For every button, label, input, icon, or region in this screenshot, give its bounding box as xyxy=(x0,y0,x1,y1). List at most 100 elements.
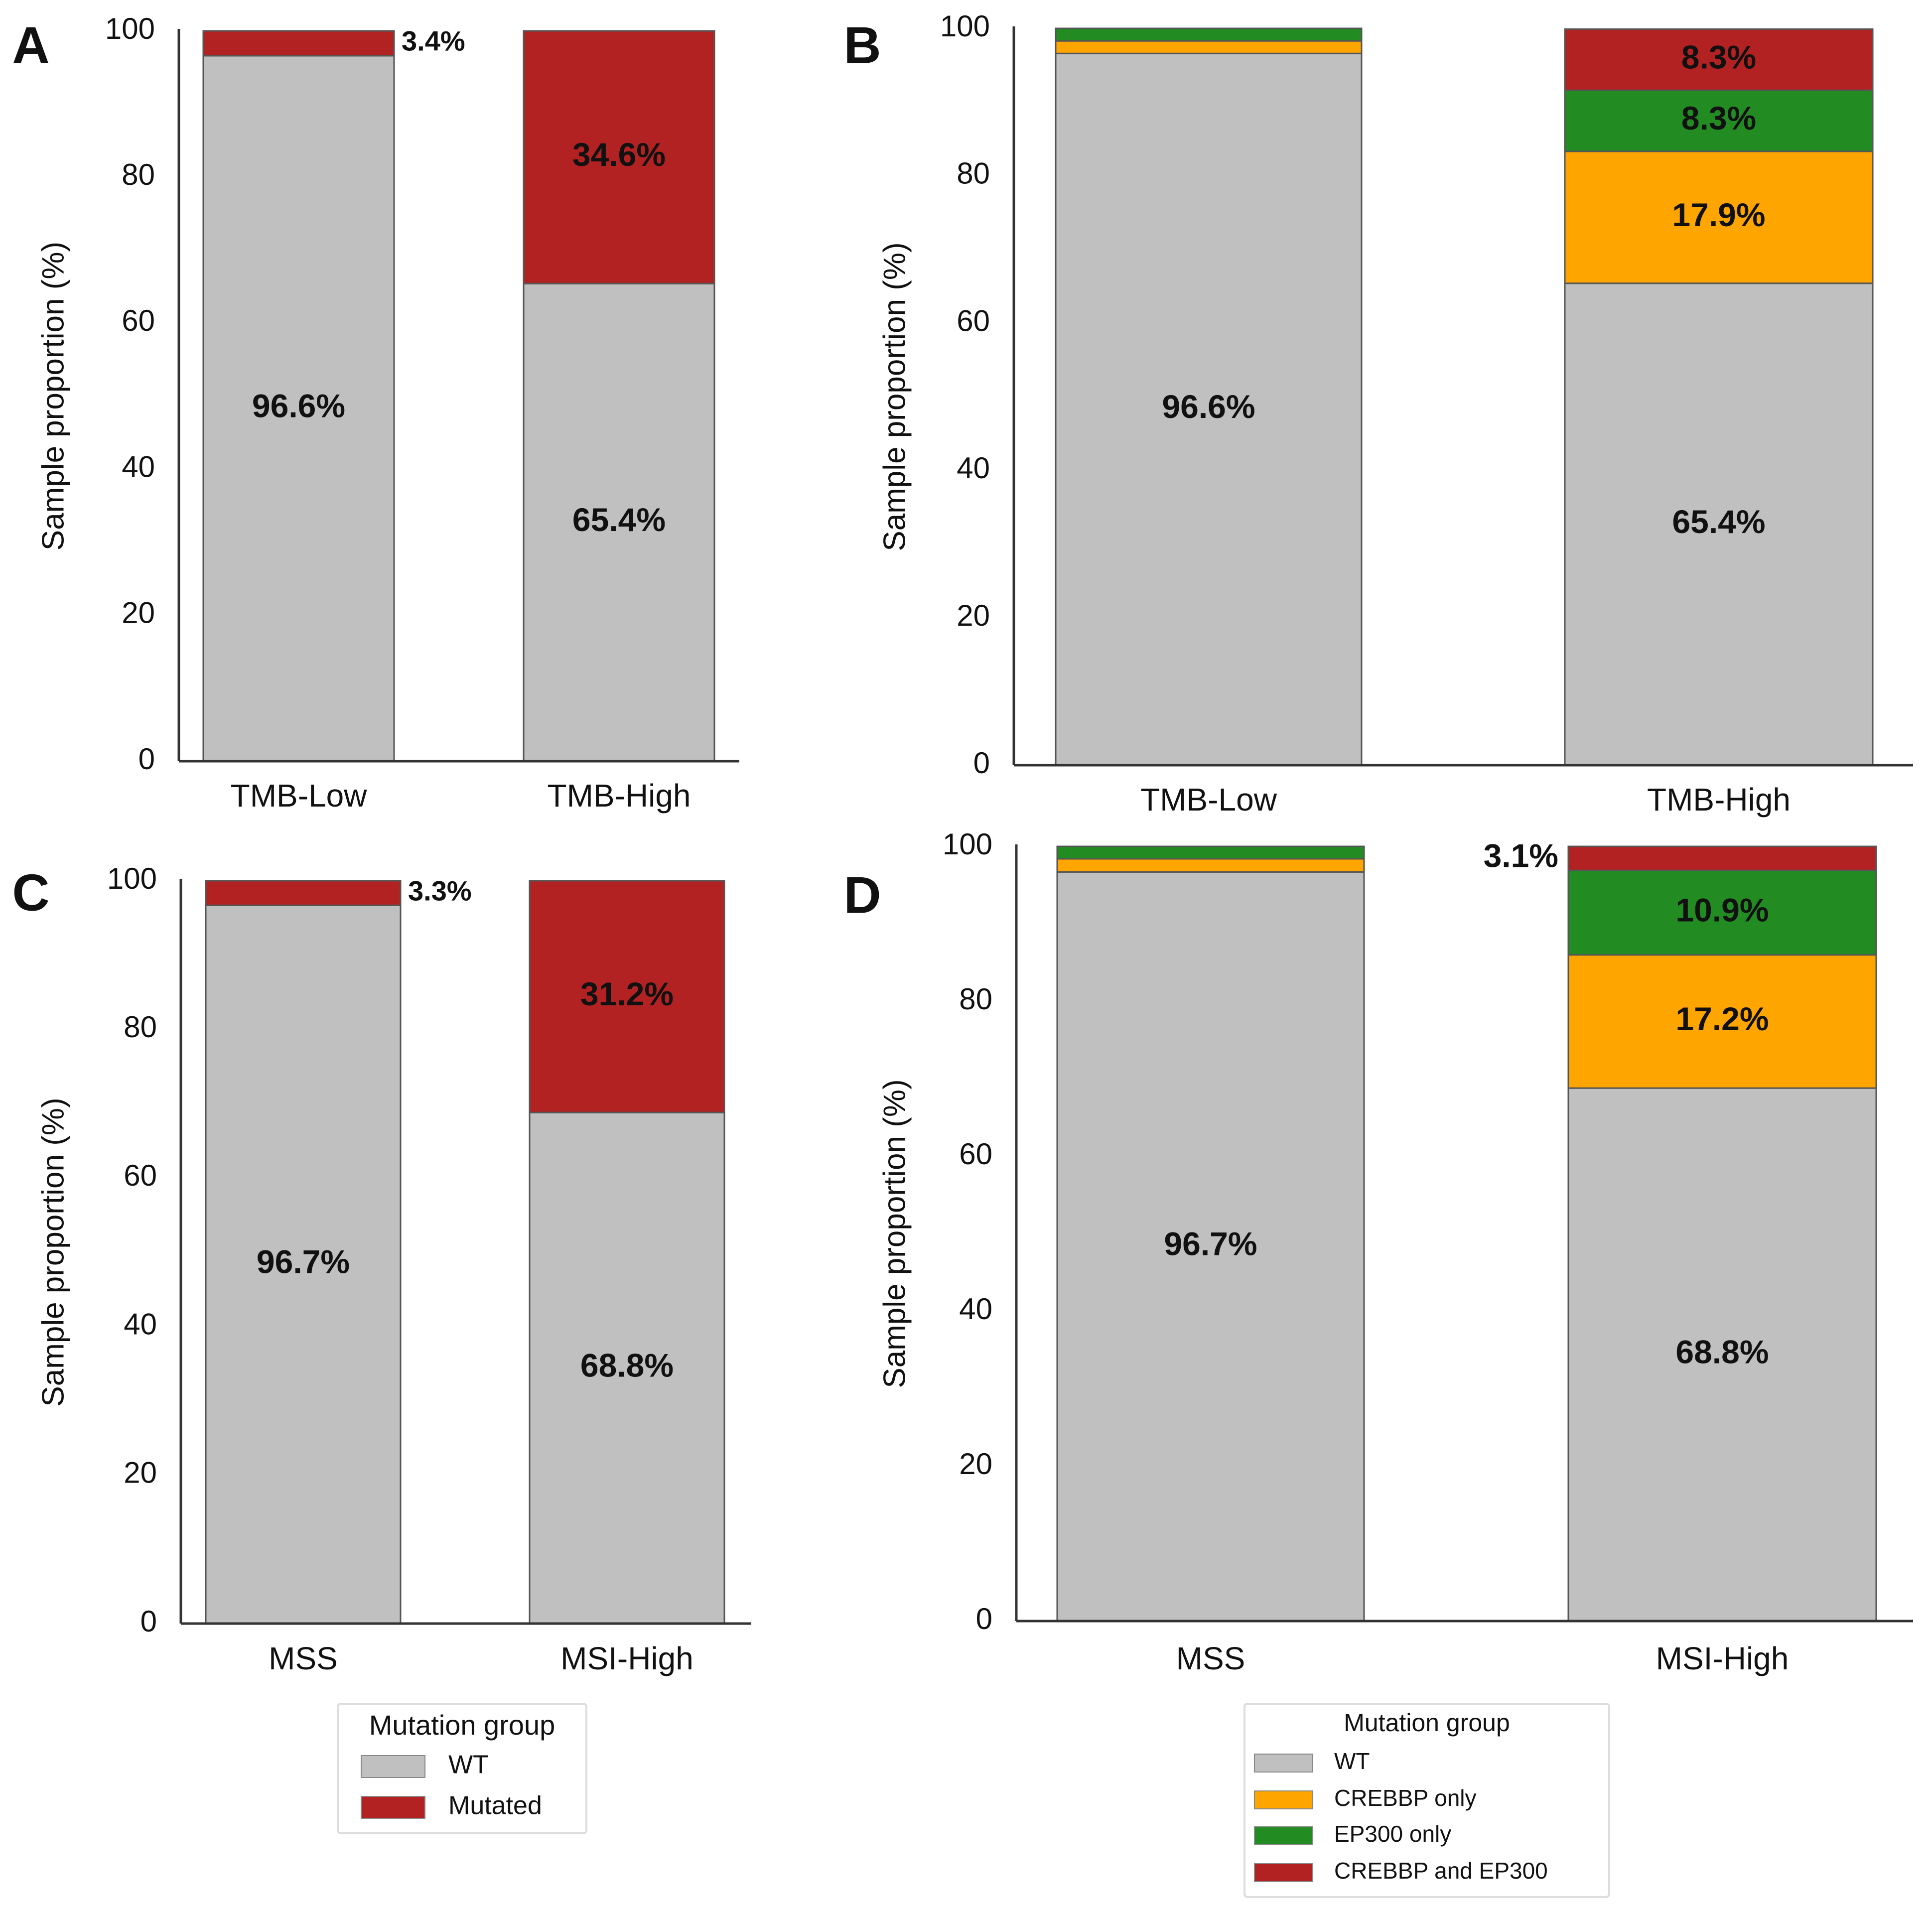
x-tick-label: MSS xyxy=(269,1640,338,1676)
value-label: 17.9% xyxy=(1672,196,1765,233)
value-label: 8.3% xyxy=(1681,38,1756,75)
y-tick-label: 80 xyxy=(957,157,990,190)
bar-segment xyxy=(1564,150,1874,284)
y-tick-label: 40 xyxy=(122,450,155,483)
panel-letter: A xyxy=(12,16,49,74)
x-tick-label: MSI-High xyxy=(1656,1640,1789,1676)
legend-label: CREBBP only xyxy=(1334,1785,1477,1811)
x-tick-label: TMB-Low xyxy=(231,778,368,814)
legend-swatch xyxy=(361,1755,425,1778)
value-label: 34.6% xyxy=(572,136,666,173)
x-tick-label: TMB-High xyxy=(547,778,690,814)
legend-swatch xyxy=(1254,1790,1313,1809)
value-label: 3.3% xyxy=(408,875,472,906)
value-label: 10.9% xyxy=(1675,891,1769,928)
bar-segment xyxy=(1056,845,1365,860)
bar-segment xyxy=(1564,28,1874,91)
y-tick-label: 60 xyxy=(124,1159,157,1192)
legend-label: WT xyxy=(448,1751,489,1779)
bar-segment xyxy=(1564,89,1874,152)
y-tick-label: 0 xyxy=(138,742,155,776)
value-label: 65.4% xyxy=(572,501,666,538)
y-tick-label: 80 xyxy=(959,982,992,1016)
legend-title: Mutation group xyxy=(369,1709,555,1741)
bar-segment xyxy=(1055,40,1363,54)
y-axis-title: Sample proportion (%) xyxy=(877,242,912,551)
value-label: 31.2% xyxy=(580,975,674,1012)
y-tick-label: 0 xyxy=(976,1602,992,1636)
x-tick-label: TMB-Low xyxy=(1140,782,1277,818)
value-label: 68.8% xyxy=(1675,1334,1769,1370)
bar-segment xyxy=(1564,282,1874,766)
bar-segment xyxy=(523,30,715,284)
bar-segment xyxy=(202,55,395,762)
bar-segment xyxy=(1567,1087,1877,1622)
y-axis-title: Sample proportion (%) xyxy=(877,1079,912,1388)
legend-label: Mutated xyxy=(448,1791,542,1820)
y-tick-label: 100 xyxy=(940,9,990,43)
y-tick-label: 100 xyxy=(105,12,155,45)
bar-segment xyxy=(1567,954,1877,1089)
bar-segment xyxy=(205,904,402,1625)
panel-letter: C xyxy=(12,864,49,922)
y-axis-title: Sample proportion (%) xyxy=(36,1097,70,1406)
y-tick-label: 60 xyxy=(122,304,155,337)
value-label: 8.3% xyxy=(1681,100,1756,136)
legend-title: Mutation group xyxy=(1344,1709,1510,1737)
y-tick-label: 60 xyxy=(957,304,990,337)
value-label: 65.4% xyxy=(1672,503,1765,540)
value-label: 3.1% xyxy=(1484,837,1558,874)
y-tick-label: 20 xyxy=(957,599,990,632)
y-tick-label: 20 xyxy=(122,596,155,630)
bar-segment xyxy=(1567,869,1877,956)
panel-letter: B xyxy=(843,16,881,74)
y-tick-label: 20 xyxy=(959,1447,992,1481)
legend-label: EP300 only xyxy=(1334,1821,1451,1847)
bar-segment xyxy=(1056,858,1365,873)
legend-swatch xyxy=(1254,1826,1313,1845)
y-tick-label: 80 xyxy=(124,1010,157,1044)
bar-segment xyxy=(523,282,715,762)
legend-swatch xyxy=(361,1796,425,1819)
panel: B 0 20 40 60 80 100 Sample proportion (%) 96.6% 6… xyxy=(843,9,1913,818)
legend-label: CREBBP and EP300 xyxy=(1334,1858,1548,1884)
y-tick-label: 40 xyxy=(124,1307,157,1341)
y-tick-label: 0 xyxy=(973,746,990,780)
bar-segment xyxy=(1567,845,1877,871)
bar-segment xyxy=(1056,871,1365,1622)
panel: A 0 20 40 60 80 100 Sample proportion (%) 96.6% 6… xyxy=(12,12,739,814)
legend-box xyxy=(1243,1703,1610,1898)
y-tick-label: 80 xyxy=(122,158,155,191)
bar-segment xyxy=(529,880,725,1113)
x-tick-label: MSS xyxy=(1176,1640,1245,1676)
x-tick-label: TMB-High xyxy=(1647,782,1791,818)
legend-label: WT xyxy=(1334,1748,1370,1774)
y-tick-label: 40 xyxy=(957,451,990,485)
value-label: 96.7% xyxy=(1164,1226,1257,1262)
panel: D 0 20 40 60 80 100 Sample proportion (%) 96.7% 6… xyxy=(843,827,1913,1898)
bar-segment xyxy=(202,30,395,57)
value-label: 68.8% xyxy=(580,1347,674,1384)
y-tick-label: 40 xyxy=(959,1292,992,1326)
y-tick-label: 100 xyxy=(107,862,157,895)
bar-segment xyxy=(205,880,402,906)
value-label: 96.7% xyxy=(257,1243,350,1280)
y-tick-label: 0 xyxy=(140,1605,157,1638)
value-label: 96.6% xyxy=(1162,388,1255,425)
value-label: 96.6% xyxy=(252,387,345,424)
value-label: 17.2% xyxy=(1675,1000,1769,1037)
panel-letter: D xyxy=(843,866,881,924)
y-tick-label: 100 xyxy=(943,827,992,861)
bar-segment xyxy=(1055,52,1363,766)
y-tick-label: 60 xyxy=(959,1137,992,1171)
x-tick-label: MSI-High xyxy=(560,1640,693,1676)
panel: C 0 20 40 60 80 100 Sample proportion (%) 96.7% 6… xyxy=(12,862,751,1834)
bar-segment xyxy=(1055,27,1363,42)
legend-swatch xyxy=(1254,1754,1313,1773)
legend-swatch xyxy=(1254,1863,1313,1882)
y-tick-label: 20 xyxy=(124,1456,157,1490)
value-label: 3.4% xyxy=(402,25,465,57)
y-axis-title: Sample proportion (%) xyxy=(36,242,70,550)
